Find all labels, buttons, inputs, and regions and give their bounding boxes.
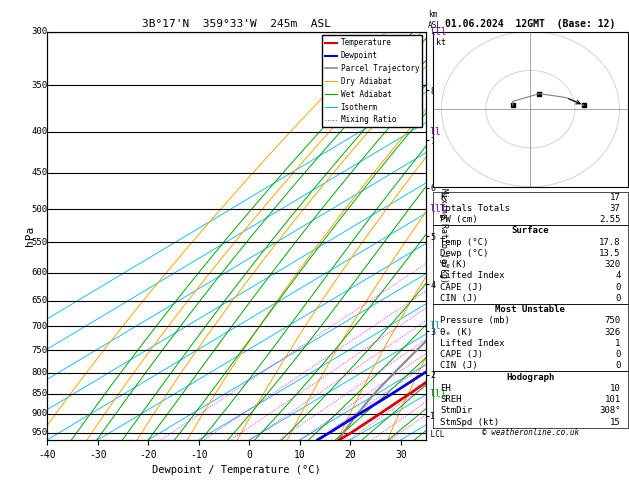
Text: StmDir: StmDir (440, 406, 472, 416)
Text: 650: 650 (31, 296, 47, 305)
Text: © weatheronline.co.uk: © weatheronline.co.uk (482, 428, 579, 437)
Text: ll: ll (430, 321, 441, 331)
Text: lll: lll (430, 27, 447, 36)
Text: Dewp (°C): Dewp (°C) (440, 249, 489, 258)
Text: 13.5: 13.5 (599, 249, 621, 258)
Text: 350: 350 (31, 81, 47, 90)
Text: CAPE (J): CAPE (J) (440, 350, 483, 359)
Text: hPa: hPa (25, 226, 35, 246)
Text: lll: lll (430, 204, 447, 214)
Text: 4: 4 (615, 271, 621, 280)
Text: 17: 17 (610, 193, 621, 202)
Text: 750: 750 (31, 346, 47, 355)
Text: 326: 326 (604, 328, 621, 337)
Text: 950: 950 (31, 428, 47, 437)
Text: LCL: LCL (426, 430, 445, 439)
Text: 37: 37 (610, 204, 621, 213)
Text: 2.55: 2.55 (599, 215, 621, 224)
Text: 15: 15 (610, 417, 621, 427)
X-axis label: Dewpoint / Temperature (°C): Dewpoint / Temperature (°C) (152, 465, 321, 475)
Text: K: K (440, 193, 446, 202)
Text: 0: 0 (615, 283, 621, 292)
Text: 308°: 308° (599, 406, 621, 416)
Text: 17.8: 17.8 (599, 238, 621, 247)
Legend: Temperature, Dewpoint, Parcel Trajectory, Dry Adiabat, Wet Adiabat, Isotherm, Mi: Temperature, Dewpoint, Parcel Trajectory… (323, 35, 423, 127)
Text: ll: ll (430, 127, 441, 137)
Text: Pressure (mb): Pressure (mb) (440, 316, 510, 325)
Text: 0: 0 (615, 350, 621, 359)
Text: 1: 1 (615, 339, 621, 348)
Text: θₑ (K): θₑ (K) (440, 328, 472, 337)
Text: EH: EH (440, 384, 451, 393)
Text: Totals Totals: Totals Totals (440, 204, 510, 213)
Text: 10: 10 (610, 384, 621, 393)
Text: 750: 750 (604, 316, 621, 325)
Text: 500: 500 (31, 205, 47, 214)
Text: CIN (J): CIN (J) (440, 294, 478, 303)
Text: 550: 550 (31, 238, 47, 247)
Text: 800: 800 (31, 368, 47, 377)
Text: Lifted Index: Lifted Index (440, 271, 505, 280)
Text: 700: 700 (31, 322, 47, 331)
Text: 450: 450 (31, 168, 47, 177)
Text: Temp (°C): Temp (°C) (440, 238, 489, 247)
Text: Surface: Surface (511, 226, 549, 235)
Title: 3B°17'N  359°33'W  245m  ASL: 3B°17'N 359°33'W 245m ASL (142, 19, 331, 30)
Text: SREH: SREH (440, 395, 462, 404)
Text: 0: 0 (615, 362, 621, 370)
Text: km
ASL: km ASL (428, 10, 442, 30)
Text: 900: 900 (31, 409, 47, 418)
Text: Hodograph: Hodograph (506, 373, 555, 382)
Text: lll: lll (430, 389, 447, 399)
Text: Most Unstable: Most Unstable (496, 305, 565, 314)
Text: StmSpd (kt): StmSpd (kt) (440, 417, 499, 427)
Text: θₑ(K): θₑ(K) (440, 260, 467, 269)
Text: 850: 850 (31, 389, 47, 399)
Text: PW (cm): PW (cm) (440, 215, 478, 224)
Text: kt: kt (437, 38, 447, 47)
Text: CAPE (J): CAPE (J) (440, 283, 483, 292)
Text: Lifted Index: Lifted Index (440, 339, 505, 348)
Text: 600: 600 (31, 268, 47, 277)
Text: 300: 300 (31, 27, 47, 36)
Text: 101: 101 (604, 395, 621, 404)
Text: CIN (J): CIN (J) (440, 362, 478, 370)
Text: 0: 0 (615, 294, 621, 303)
Text: 01.06.2024  12GMT  (Base: 12): 01.06.2024 12GMT (Base: 12) (445, 19, 616, 29)
Text: 320: 320 (604, 260, 621, 269)
Y-axis label: Mixing Ratio (g/kg): Mixing Ratio (g/kg) (439, 188, 448, 283)
Text: 400: 400 (31, 127, 47, 136)
